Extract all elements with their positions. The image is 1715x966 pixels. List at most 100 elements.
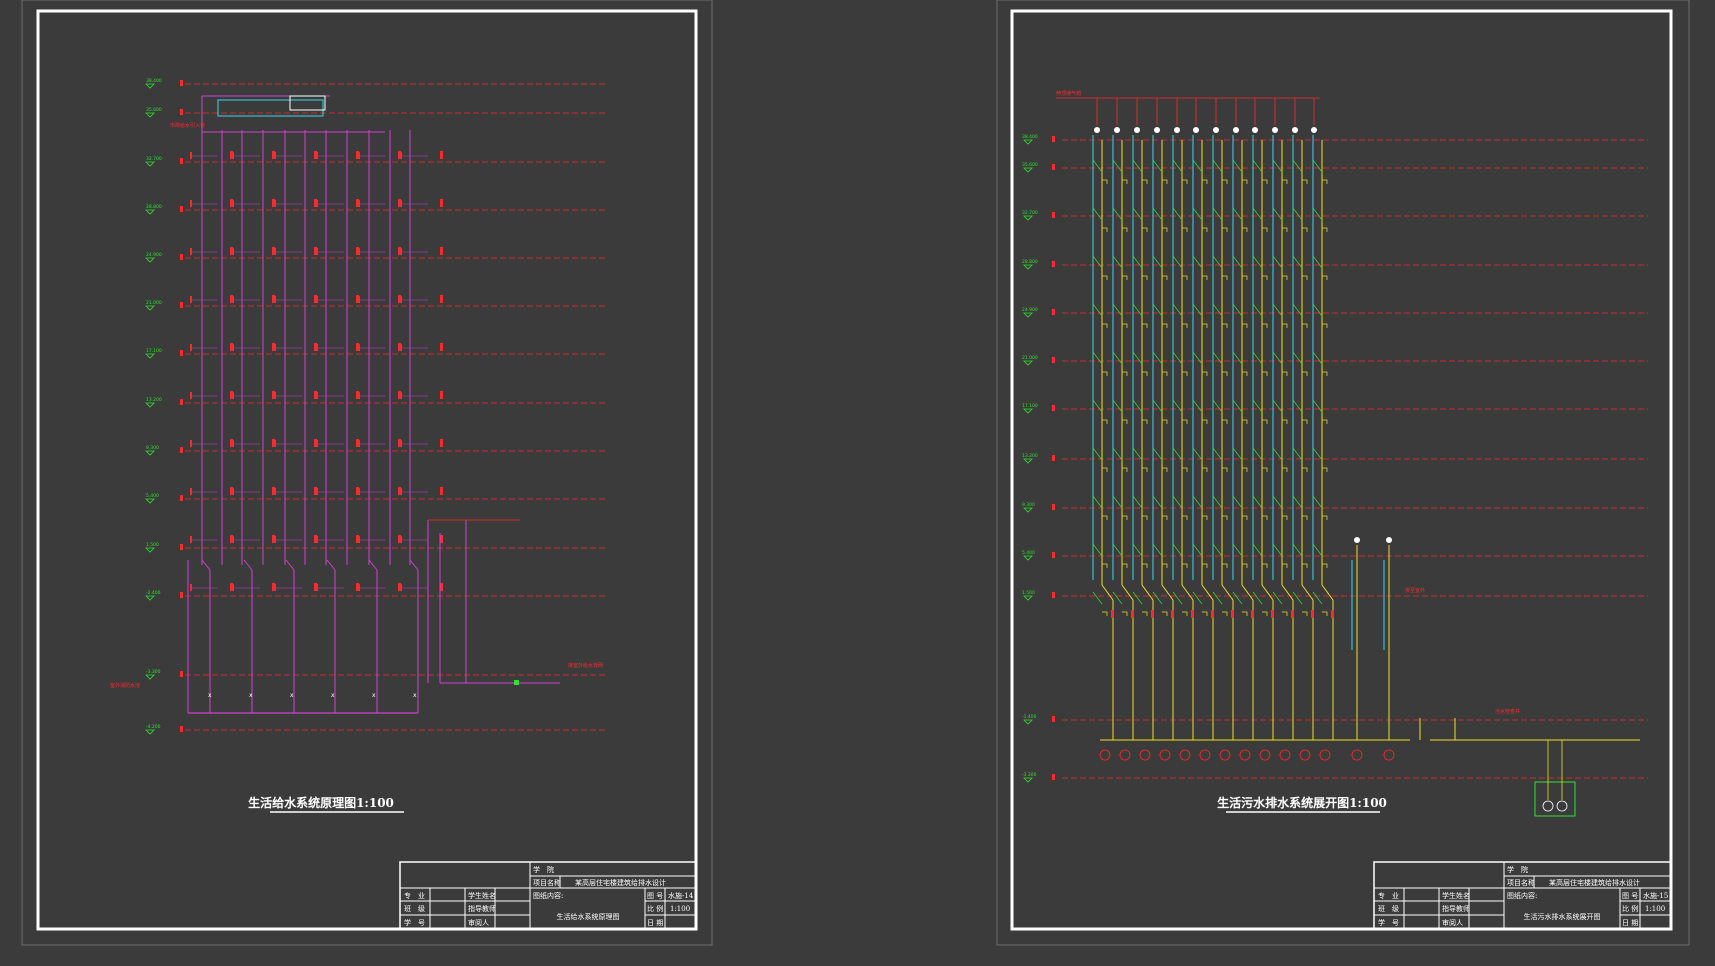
right-level-tag — [1052, 774, 1055, 780]
right-cross-vent — [1212, 303, 1223, 317]
right-trap — [1162, 419, 1168, 424]
left-tb-row-1-label: 班 级 — [404, 904, 425, 913]
right-level-tag — [1052, 455, 1055, 461]
right-offset — [1221, 584, 1234, 601]
right-cross-vent — [1172, 543, 1183, 557]
left-level-marker — [145, 498, 155, 504]
left-valve — [398, 439, 401, 447]
right-vent-cap — [1094, 127, 1100, 133]
right-cross-vent — [1312, 447, 1323, 461]
left-valve — [314, 343, 317, 351]
right-cross-vent — [1312, 159, 1323, 173]
right-trap — [1282, 323, 1288, 328]
right-vent-cap — [1193, 127, 1199, 133]
right-vent-cap — [1252, 127, 1258, 133]
left-valve — [314, 199, 317, 207]
left-valve — [314, 535, 317, 543]
right-trap — [1262, 515, 1268, 520]
right-cross-vent — [1172, 159, 1183, 173]
right-level-marker — [1023, 139, 1033, 145]
left-fixture — [232, 440, 234, 447]
right-level-marker — [1023, 408, 1033, 414]
left-tb-row-0-label: 专 业 — [404, 891, 425, 900]
right-manhole-tag — [1159, 749, 1171, 761]
left-level-marker — [145, 450, 155, 456]
left-fixture — [358, 152, 360, 159]
right-trap — [1282, 419, 1288, 424]
right-offset — [1181, 584, 1194, 601]
left-fixture — [232, 584, 234, 591]
left-drop-diag — [285, 559, 295, 571]
left-level-marker — [145, 209, 155, 215]
right-cross-vent — [1192, 399, 1203, 413]
right-trap — [1222, 275, 1228, 280]
right-trap — [1322, 515, 1328, 520]
right-trap — [1162, 611, 1168, 616]
right-cross-vent — [1172, 591, 1183, 605]
left-fixture — [358, 296, 360, 303]
left-level-tag — [180, 80, 183, 86]
left-drop-diag — [201, 559, 211, 571]
right-trap — [1122, 563, 1128, 568]
right-cross-vent — [1152, 399, 1163, 413]
right-level-label: 24.900 — [1022, 307, 1038, 313]
left-valve — [314, 247, 317, 255]
right-cross-vent — [1292, 255, 1303, 269]
right-cross-vent — [1092, 207, 1103, 221]
left-valve — [356, 343, 359, 351]
right-trap — [1122, 419, 1128, 424]
left-tb-row-2-mid: 审阅人 — [468, 918, 489, 927]
right-cross-vent — [1212, 351, 1223, 365]
right-level-label: 1.500 — [1022, 590, 1035, 596]
right-cross-vent — [1172, 303, 1183, 317]
right-manhole-tag — [1099, 749, 1111, 761]
left-level-marker — [145, 547, 155, 553]
left-fixture — [190, 392, 192, 399]
right-cross-vent — [1112, 591, 1123, 605]
right-cross-vent — [1272, 303, 1283, 317]
right-cross-vent — [1112, 495, 1123, 509]
right-level-label: 38.400 — [1022, 134, 1038, 140]
left-valve-x: x — [290, 692, 294, 699]
left-fixture — [232, 344, 234, 351]
left-fixture — [400, 344, 402, 351]
right-trap — [1122, 323, 1128, 328]
left-drop-diag — [409, 559, 419, 571]
right-trap — [1102, 611, 1108, 616]
right-offset — [1101, 584, 1114, 601]
right-cross-vent — [1232, 207, 1243, 221]
left-valve-x: x — [372, 692, 376, 699]
right-cross-vent — [1212, 495, 1223, 509]
right-sump-pump — [1542, 800, 1554, 812]
right-cross-vent — [1092, 159, 1103, 173]
right-tb-row-1-mid: 指导教师 — [1442, 904, 1470, 913]
right-vent-cap — [1292, 127, 1298, 133]
right-tb-content-label: 图纸内容: — [1507, 891, 1537, 900]
right-cross-vent — [1292, 303, 1303, 317]
right-level-label: 9.300 — [1022, 502, 1035, 508]
left-valve — [440, 439, 443, 447]
right-cross-vent — [1312, 207, 1323, 221]
left-valve — [356, 391, 359, 399]
left-valve — [272, 439, 275, 447]
right-level-marker — [1023, 719, 1033, 725]
right-level-label: 32.700 — [1022, 210, 1038, 216]
right-cross-vent — [1132, 255, 1143, 269]
right-cross-vent — [1232, 447, 1243, 461]
left-fixture — [190, 584, 192, 591]
left-fixture — [190, 248, 192, 255]
right-cross-vent — [1272, 351, 1283, 365]
right-cross-vent — [1272, 543, 1283, 557]
right-level-tag — [1052, 357, 1055, 363]
right-cross-vent — [1092, 255, 1103, 269]
right-trap — [1202, 275, 1208, 280]
right-cross-vent — [1092, 495, 1103, 509]
left-valve — [398, 295, 401, 303]
left-level-tag — [180, 350, 183, 356]
left-level-marker — [145, 402, 155, 408]
left-note-1: 室外消防水池 — [110, 682, 140, 689]
left-fixture — [274, 584, 276, 591]
left-fixture — [400, 248, 402, 255]
right-trap — [1202, 515, 1208, 520]
right-trap — [1102, 419, 1108, 424]
